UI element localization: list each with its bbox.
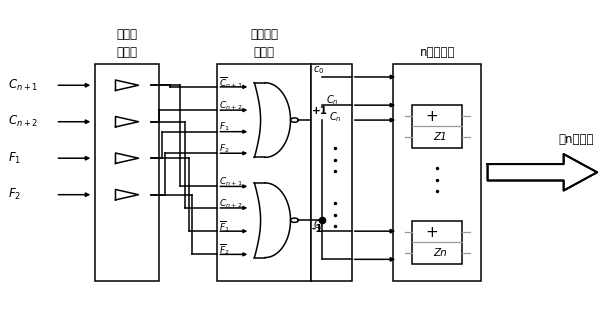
Text: n位全加器: n位全加器 [420, 46, 455, 59]
Bar [412, 105, 462, 148]
Text: -1: -1 [312, 224, 323, 234]
Bar [311, 64, 353, 281]
Text: $F_1$: $F_1$ [8, 151, 21, 166]
Polygon shape [487, 154, 597, 190]
Text: $\overline{F}_1$: $\overline{F}_1$ [219, 219, 230, 234]
Bar [393, 64, 481, 281]
Text: $\overline{C}_{n+1}$: $\overline{C}_{n+1}$ [219, 75, 243, 90]
Text: $C_{n+2}$: $C_{n+2}$ [219, 197, 243, 209]
Text: $C_{n+1}$: $C_{n+1}$ [219, 175, 243, 188]
Text: $C_{n+2}$: $C_{n+2}$ [219, 99, 243, 112]
Text: 六输入
反相器: 六输入 反相器 [117, 28, 137, 59]
Text: $C_n$: $C_n$ [326, 93, 339, 107]
Text: +: + [425, 109, 438, 124]
Text: Zn: Zn [433, 248, 447, 258]
Text: $F_2$: $F_2$ [219, 142, 230, 155]
Bar [95, 64, 159, 281]
Text: $F_1$: $F_1$ [219, 121, 230, 133]
Text: +: + [425, 225, 438, 240]
Text: $C_{n+2}$: $C_{n+2}$ [8, 114, 38, 129]
Text: $C_l$: $C_l$ [313, 218, 323, 232]
Bar [412, 221, 462, 264]
Text: 双四输入
或非门: 双四输入 或非门 [250, 28, 278, 59]
Text: +1: +1 [312, 106, 328, 116]
Text: $c_0$: $c_0$ [313, 64, 324, 76]
Text: Z1: Z1 [433, 132, 447, 142]
Text: 高n位数据: 高n位数据 [559, 133, 594, 146]
Text: $F_2$: $F_2$ [8, 187, 21, 202]
Text: $C_n$: $C_n$ [329, 111, 342, 124]
Bar [217, 64, 311, 281]
Text: $C_{n+1}$: $C_{n+1}$ [8, 78, 38, 93]
Text: $\overline{F}_2$: $\overline{F}_2$ [219, 242, 230, 257]
